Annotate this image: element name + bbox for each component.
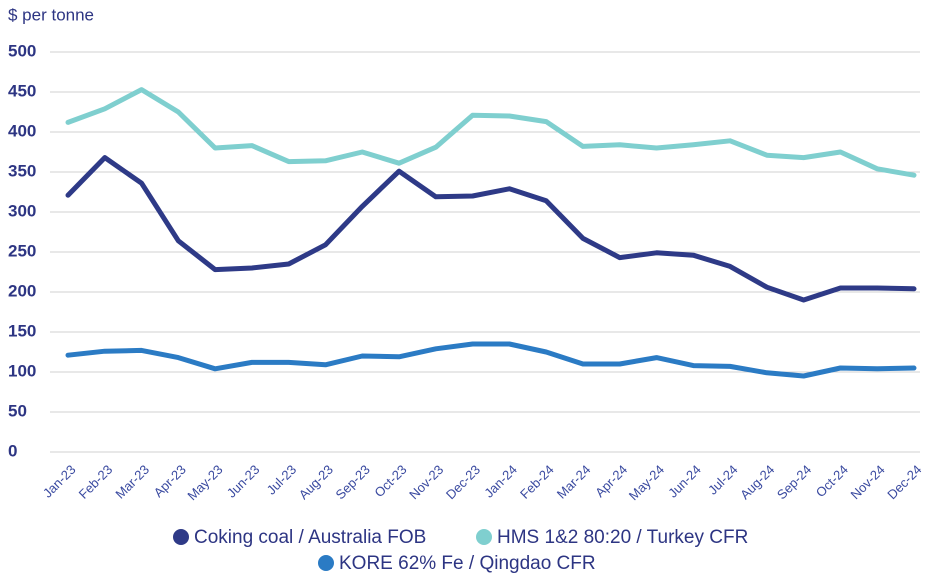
x-tick-label: Jun-23 <box>224 462 263 501</box>
y-axis-label: $ per tonne <box>8 5 94 24</box>
x-tick-label: Jul-23 <box>264 462 300 498</box>
x-tick-label: Dec-24 <box>884 462 924 502</box>
x-tick-label: Apr-23 <box>151 462 189 500</box>
x-tick-label: Sep-24 <box>774 462 814 502</box>
legend-label: KORE 62% Fe / Qingdao CFR <box>339 553 596 574</box>
y-tick-label: 300 <box>8 201 36 220</box>
y-tick-label: 0 <box>8 441 17 460</box>
x-tick-label: May-24 <box>626 462 667 503</box>
x-tick-label: Jan-24 <box>481 462 520 501</box>
y-tick-label: 50 <box>8 401 27 420</box>
legend-marker <box>318 555 334 571</box>
y-tick-label: 350 <box>8 161 36 180</box>
legend-marker <box>476 529 492 545</box>
x-tick-label: Mar-23 <box>112 462 152 502</box>
y-tick-label: 450 <box>8 81 36 100</box>
y-tick-label: 400 <box>8 121 36 140</box>
line <box>65 341 917 379</box>
legend-label: HMS 1&2 80:20 / Turkey CFR <box>497 527 748 548</box>
x-tick-label: Apr-24 <box>592 462 630 500</box>
x-tick-label: Mar-24 <box>554 462 594 502</box>
x-tick-label: Feb-24 <box>517 462 557 502</box>
x-tick-label: Oct-24 <box>813 462 851 500</box>
x-tick-label: Oct-23 <box>371 462 409 500</box>
legend-marker <box>173 529 189 545</box>
y-tick-label: 200 <box>8 281 36 300</box>
x-tick-label: Sep-23 <box>333 462 373 502</box>
x-tick-label: Jun-24 <box>665 462 704 501</box>
x-tick-label: Aug-24 <box>737 462 777 502</box>
y-tick-label: 250 <box>8 241 36 260</box>
x-tick-label: Dec-23 <box>443 462 483 502</box>
x-tick-label: Nov-23 <box>406 462 446 502</box>
x-tick-label: Nov-24 <box>848 462 888 502</box>
y-tick-label: 150 <box>8 321 36 340</box>
x-tick-label: May-23 <box>184 462 225 503</box>
y-tick-label: 500 <box>8 41 36 60</box>
x-tick-label: Jan-23 <box>40 462 79 501</box>
line <box>65 87 917 178</box>
line <box>65 155 917 303</box>
x-tick-label: Jul-24 <box>705 462 741 498</box>
x-tick-label: Feb-23 <box>76 462 116 502</box>
y-tick-label: 100 <box>8 361 36 380</box>
legend-label: Coking coal / Australia FOB <box>194 527 426 548</box>
x-tick-label: Aug-23 <box>296 462 336 502</box>
